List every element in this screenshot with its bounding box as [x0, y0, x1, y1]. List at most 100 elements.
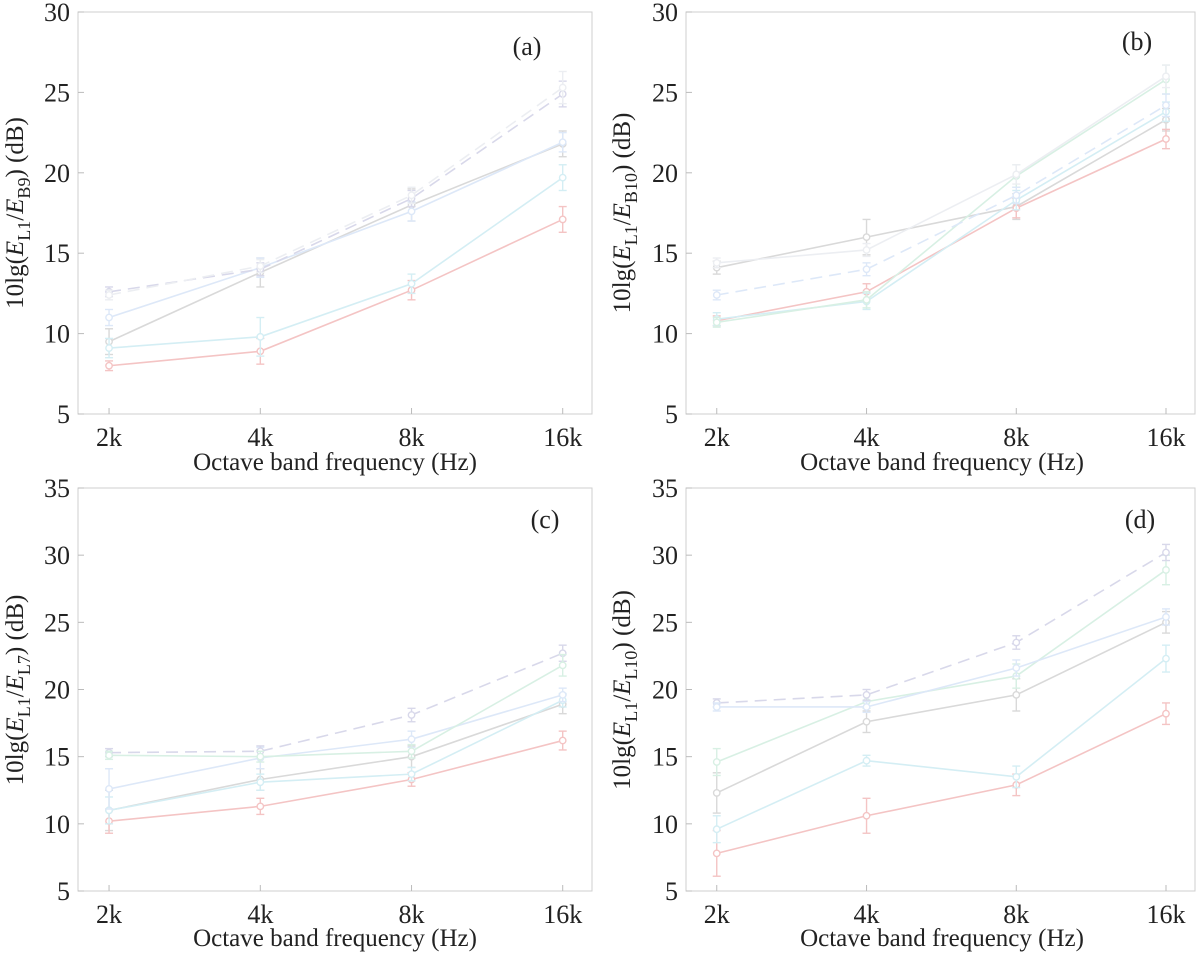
data-point	[712, 258, 721, 267]
series-line	[716, 78, 1167, 324]
y-ticks: 5 10 15 20 25 30	[44, 0, 84, 429]
y-ticks: 5 10 15 20 25 30	[652, 0, 692, 429]
series-s4	[105, 131, 567, 327]
x-tick-label: 2k	[96, 423, 122, 452]
x-ticks: 2k 4k 8k 16k	[96, 885, 582, 929]
data-point	[1162, 654, 1170, 663]
panel-a: 5 10 15 20 25 30 2k 4k 8k 16k (a) Octave band fr…	[2, 0, 593, 476]
y-tick-label: 10	[652, 810, 678, 839]
y-label-post: ) (dB)	[2, 595, 29, 655]
y-label-e1: E	[609, 245, 636, 261]
x-axis-label: Octave band frequency (Hz)	[800, 925, 1084, 952]
series-s2	[712, 702, 1170, 877]
y-label-post: ) (dB)	[609, 113, 636, 173]
data-point	[712, 703, 721, 711]
x-tick-label: 4k	[247, 900, 273, 929]
y-label-sub2: B10	[621, 173, 641, 203]
series-s1	[105, 694, 567, 832]
data-point	[256, 332, 265, 341]
data-point	[256, 262, 265, 270]
series-line	[716, 616, 1167, 708]
y-label-sub1: L1	[14, 221, 34, 241]
x-tick-label: 8k	[1003, 423, 1029, 452]
data-point	[256, 778, 265, 787]
y-tick-label: 10	[44, 320, 70, 349]
data-point	[105, 785, 113, 793]
series-line	[109, 652, 564, 754]
data-point	[1162, 548, 1170, 557]
y-label-sub2: B9	[14, 178, 34, 199]
y-tick-label: 10	[652, 320, 678, 349]
y-tick-label: 20	[652, 159, 678, 188]
plot-frame	[77, 487, 593, 892]
y-label-e2: E	[609, 680, 636, 696]
data-point	[558, 138, 567, 147]
panel-b: 5 10 15 20 25 30 2k 4k 8k 16k (b) Octave band fr…	[609, 0, 1196, 476]
data-point	[862, 246, 871, 254]
data-point	[105, 313, 113, 322]
series-line	[109, 664, 564, 758]
data-point	[407, 207, 416, 216]
series-line	[108, 694, 563, 790]
series-s2	[105, 730, 567, 834]
y-tick-label: 25	[44, 78, 70, 107]
y-tick-label: 5	[57, 877, 70, 906]
y-tick-label: 20	[652, 676, 678, 705]
y-label-e1: E	[2, 241, 29, 257]
y-label-sub1: L1	[621, 225, 641, 245]
data-point	[712, 825, 721, 834]
y-tick-label: 10	[44, 810, 70, 839]
x-tick-label: 8k	[1003, 900, 1029, 929]
y-label-pre: 10lg(	[2, 256, 29, 309]
y-axis-label: 10lg(EL1/EL7) (dB)	[2, 595, 34, 786]
data-point	[712, 318, 721, 327]
x-tick-label: 16k	[1146, 423, 1185, 452]
data-point	[1162, 709, 1170, 718]
data-point	[1012, 772, 1021, 781]
y-tick-label: 5	[665, 877, 678, 906]
data-point	[407, 191, 416, 200]
series-s6	[105, 653, 567, 763]
data-point	[712, 849, 721, 858]
data-point	[862, 703, 871, 711]
data-point	[1162, 72, 1170, 81]
y-label-slash: /	[2, 690, 29, 697]
x-tick-label: 16k	[543, 423, 582, 452]
series-line	[716, 569, 1167, 763]
y-axis-label: 10lg(EL1/EB10) (dB)	[609, 113, 641, 314]
y-label-pre: 10lg(	[609, 261, 636, 314]
plot-frame	[77, 11, 593, 415]
y-tick-label: 30	[44, 541, 70, 570]
y-tick-label: 25	[652, 78, 678, 107]
x-tick-label: 2k	[704, 423, 730, 452]
series-s5	[105, 80, 567, 298]
y-tick-label: 15	[44, 239, 70, 268]
data-point	[862, 295, 871, 304]
panel-label: (b)	[1122, 27, 1152, 56]
y-ticks: 5 10 15 20 25 30 35	[652, 474, 692, 906]
y-tick-label: 15	[652, 239, 678, 268]
x-tick-label: 8k	[399, 900, 425, 929]
x-ticks: 2k 4k 8k 16k	[96, 408, 582, 452]
y-label-sub2: L7	[14, 655, 34, 675]
data-point	[862, 265, 871, 274]
x-axis-label: Octave band frequency (Hz)	[193, 449, 477, 476]
data-point	[558, 661, 567, 670]
y-label-sub2: L10	[621, 651, 641, 680]
y-label-slash: /	[609, 695, 636, 702]
data-point	[1012, 170, 1021, 179]
series-line	[716, 138, 1167, 322]
x-axis-label: Octave band frequency (Hz)	[800, 449, 1084, 476]
series-line	[716, 119, 1167, 269]
data-point	[1012, 664, 1021, 672]
y-tick-label: 5	[665, 400, 678, 429]
y-label-sub1: L1	[621, 702, 641, 722]
data-point	[407, 711, 416, 719]
series-layer	[712, 64, 1170, 328]
data-point	[712, 758, 721, 766]
y-label-pre: 10lg(	[609, 737, 636, 790]
y-tick-label: 25	[44, 608, 70, 637]
y-tick-label: 20	[44, 676, 70, 705]
x-tick-label: 4k	[854, 900, 880, 929]
